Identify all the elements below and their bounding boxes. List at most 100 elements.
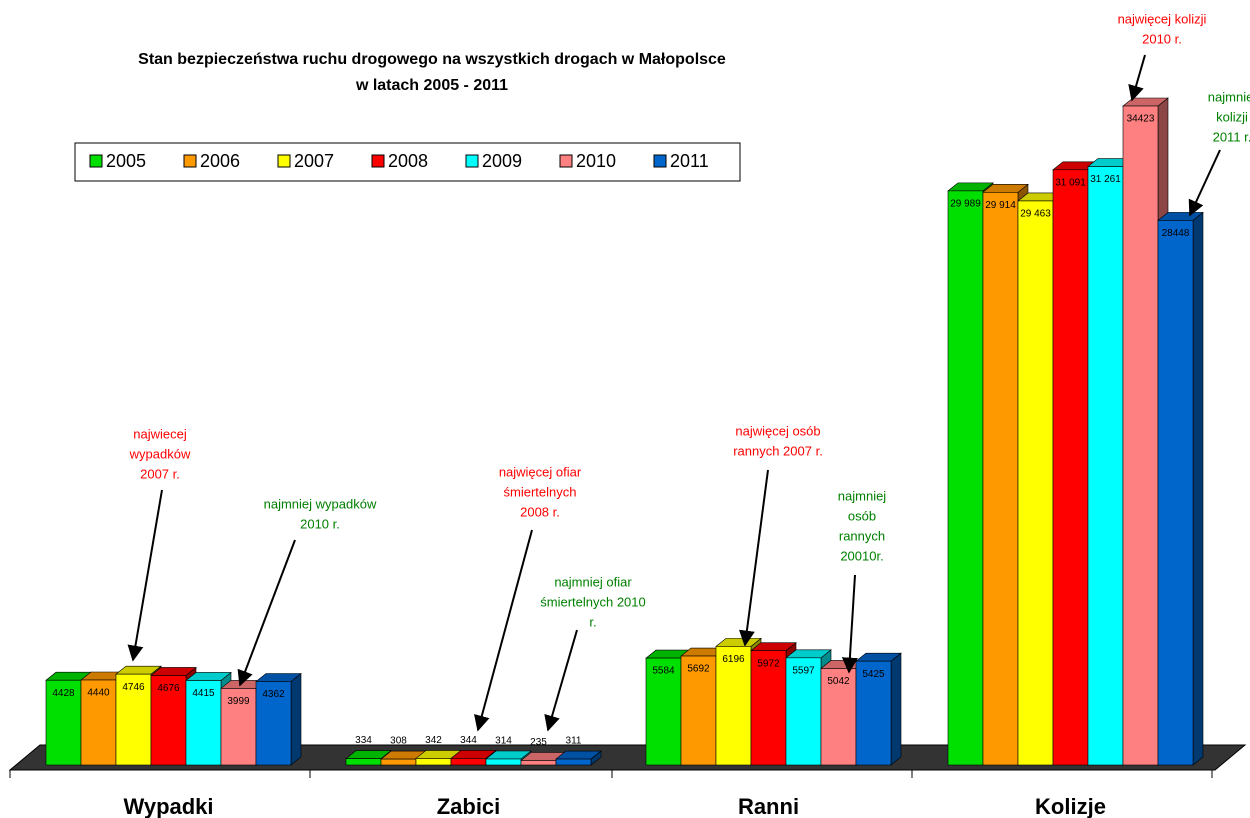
- data-label: 308: [390, 736, 407, 747]
- bar-front: [150, 675, 187, 766]
- legend-label: 2005: [106, 151, 146, 171]
- bar-top-shade: [186, 672, 231, 681]
- bar-top-shade: [256, 673, 301, 682]
- bar-front: [1017, 200, 1054, 766]
- annotation: najmniej ofiar: [554, 574, 632, 589]
- data-label: 3999: [227, 696, 250, 707]
- legend-label: 2011: [670, 151, 709, 171]
- legend-swatch: [183, 154, 197, 168]
- bar-front: [485, 758, 522, 766]
- bar-top-shade: [1053, 161, 1098, 170]
- data-label: 5692: [687, 664, 710, 675]
- bar-top-shade: [486, 750, 531, 759]
- bar-top-shade: [416, 750, 461, 759]
- data-label: 31 261: [1090, 174, 1121, 185]
- annotation-arrow: [841, 574, 858, 674]
- annotation: śmiertelnych 2010: [540, 594, 646, 609]
- bar-front: [820, 668, 857, 766]
- bar-top-shade: [556, 751, 601, 760]
- legend-label: 2006: [200, 151, 240, 171]
- bar-top-shade: [346, 750, 391, 759]
- bar: [1157, 211, 1204, 766]
- bar-top-shade: [948, 182, 993, 191]
- bar-top-shade: [451, 750, 496, 759]
- data-label: 4746: [122, 682, 145, 693]
- annotation: najwiecej: [133, 426, 187, 441]
- bar-front: [415, 758, 452, 766]
- legend-label: 2009: [482, 151, 522, 171]
- data-label: 28448: [1162, 228, 1190, 239]
- bar: [555, 750, 602, 766]
- bar-top-shade: [681, 648, 726, 657]
- chart-title: Stan bezpieczeństwa ruchu drogowego na w…: [138, 51, 726, 68]
- legend-swatch: [371, 154, 385, 168]
- chart-title: w latach 2005 - 2011: [355, 77, 508, 94]
- data-label: 5972: [757, 658, 780, 669]
- annotation: najmniej: [1208, 89, 1250, 104]
- bar-front: [680, 655, 717, 766]
- data-label: 29 989: [950, 199, 981, 210]
- bar-front: [185, 680, 222, 766]
- x-tick-label: Ranni: [738, 794, 799, 818]
- annotation: najwięcej kolizji: [1118, 11, 1207, 26]
- data-label: 6196: [722, 654, 745, 665]
- bar-front: [555, 758, 592, 766]
- annotation: 2008 r.: [520, 504, 560, 519]
- bar-front: [1122, 105, 1159, 766]
- bar-front: [450, 758, 487, 766]
- legend-label: 2008: [388, 151, 428, 171]
- bar-front: [1052, 169, 1089, 766]
- bar-top-shade: [1018, 192, 1063, 201]
- legend-swatch: [559, 154, 573, 168]
- bar-front: [1157, 220, 1194, 766]
- x-tick-label: Zabici: [437, 794, 501, 818]
- bar-top-shade: [856, 653, 901, 662]
- bar-top-shade: [151, 667, 196, 676]
- bar-side-shade: [291, 673, 301, 765]
- data-label: 5597: [792, 665, 815, 676]
- x-tick-label: Kolizje: [1035, 794, 1106, 818]
- bar-top-shade: [81, 671, 126, 680]
- bar: [855, 652, 902, 766]
- bar-front: [220, 688, 257, 766]
- bar-front: [855, 660, 892, 766]
- bar-front: [115, 673, 152, 766]
- bar-top-shade: [786, 649, 831, 658]
- data-label: 314: [495, 736, 512, 747]
- data-label: 31 091: [1055, 177, 1086, 188]
- bar-side-shade: [891, 653, 901, 765]
- annotation: r.: [589, 614, 596, 629]
- annotation: najwięcej osób: [735, 423, 820, 438]
- annotation: osób: [848, 508, 876, 523]
- annotation-arrow: [1188, 149, 1221, 217]
- bar-top-shade: [983, 184, 1028, 193]
- bar-top-shade: [46, 672, 91, 681]
- legend-swatch: [653, 154, 667, 168]
- bar-top-shade: [116, 666, 161, 675]
- bar-top-shade: [521, 752, 566, 761]
- annotation: najwięcej ofiar: [499, 464, 582, 479]
- data-label: 29 914: [985, 200, 1016, 211]
- annotation: najmniej: [838, 488, 887, 503]
- annotation-arrow: [127, 489, 163, 662]
- data-label: 5042: [827, 676, 850, 687]
- annotation: rannych 2007 r.: [733, 443, 823, 458]
- bar-front: [715, 646, 752, 766]
- annotation-arrow: [544, 629, 578, 732]
- bar-top-shade: [751, 642, 796, 651]
- annotation: 2010 r.: [1142, 31, 1182, 46]
- data-label: 342: [425, 735, 442, 746]
- bar-front: [520, 760, 557, 766]
- bar-side-shade: [591, 751, 601, 765]
- data-label: 4676: [157, 683, 180, 694]
- data-label: 5584: [652, 666, 675, 677]
- data-label: 4428: [52, 688, 75, 699]
- bar-front: [645, 657, 682, 766]
- legend-swatch: [277, 154, 291, 168]
- bar-top-shade: [1088, 158, 1133, 167]
- annotation: 2007 r.: [140, 466, 180, 481]
- annotation: śmiertelnych: [504, 484, 577, 499]
- annotation: wypadków: [129, 446, 191, 461]
- bar: [255, 672, 302, 766]
